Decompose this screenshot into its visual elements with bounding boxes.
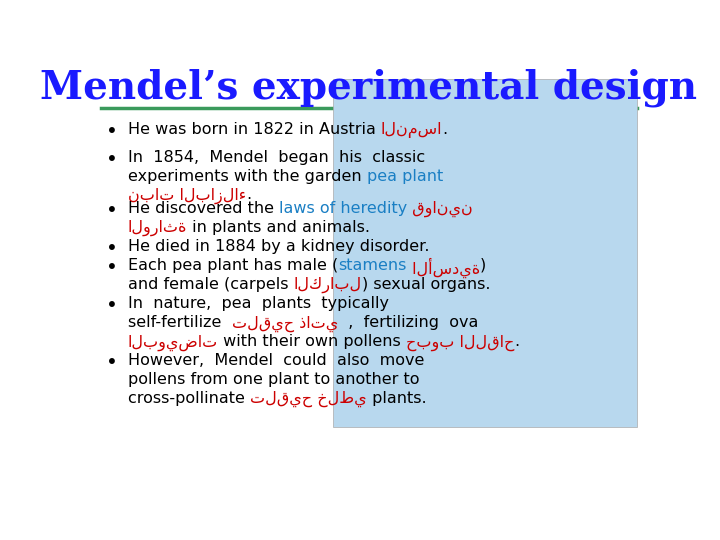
Text: Each pea plant has male (: Each pea plant has male ( [128,258,338,273]
Text: pea plant: pea plant [366,168,443,184]
Text: •: • [106,122,117,141]
Text: and female (carpels: and female (carpels [128,276,294,292]
Text: self-fertilize: self-fertilize [128,315,232,330]
Text: •: • [106,201,117,220]
Text: ,  fertilizing  ova: , fertilizing ova [338,315,478,330]
Text: .: . [246,187,251,202]
Text: cross-pollinate: cross-pollinate [128,391,250,406]
Text: with their own pollens: with their own pollens [218,334,406,349]
Text: تلقيح ذاتي: تلقيح ذاتي [232,315,338,332]
Text: He died in 1884 by a kidney disorder.: He died in 1884 by a kidney disorder. [128,239,429,254]
Text: •: • [106,353,117,373]
Text: in plants and animals.: in plants and animals. [187,220,371,235]
Text: •: • [106,150,117,168]
Text: plants.: plants. [366,391,426,406]
Text: However,  Mendel  could  also  move: However, Mendel could also move [128,353,424,368]
Text: In  1854,  Mendel  began  his  classic: In 1854, Mendel began his classic [128,150,425,165]
Text: قوانين: قوانين [408,201,473,218]
Text: laws of heredity: laws of heredity [279,201,408,216]
Text: experiments with the garden: experiments with the garden [128,168,366,184]
Text: .: . [443,122,448,137]
Text: الوراثة: الوراثة [128,220,187,237]
Text: حبوب اللقاح: حبوب اللقاح [406,334,515,350]
Text: He was born in 1822 in Austria: He was born in 1822 in Austria [128,122,381,137]
Text: النمسا: النمسا [381,122,443,138]
Text: تلقيح خلطي: تلقيح خلطي [250,391,366,408]
Text: •: • [106,296,117,315]
Text: الأسدية: الأسدية [407,258,480,278]
Text: stamens: stamens [338,258,407,273]
Text: ): ) [480,258,486,273]
Text: ) sexual organs.: ) sexual organs. [361,276,490,292]
Text: .: . [515,334,520,349]
Text: الكرابل: الكرابل [294,276,361,293]
Text: He discovered the: He discovered the [128,201,279,216]
Text: pollens from one plant to another to: pollens from one plant to another to [128,372,420,387]
Text: •: • [106,258,117,276]
FancyBboxPatch shape [333,79,637,427]
Text: Mendel’s experimental design: Mendel’s experimental design [40,69,698,107]
Text: In  nature,  pea  plants  typically: In nature, pea plants typically [128,296,389,312]
Text: البويضات: البويضات [128,334,218,350]
Text: نبات البازلاء: نبات البازلاء [128,187,246,204]
Text: •: • [106,239,117,258]
